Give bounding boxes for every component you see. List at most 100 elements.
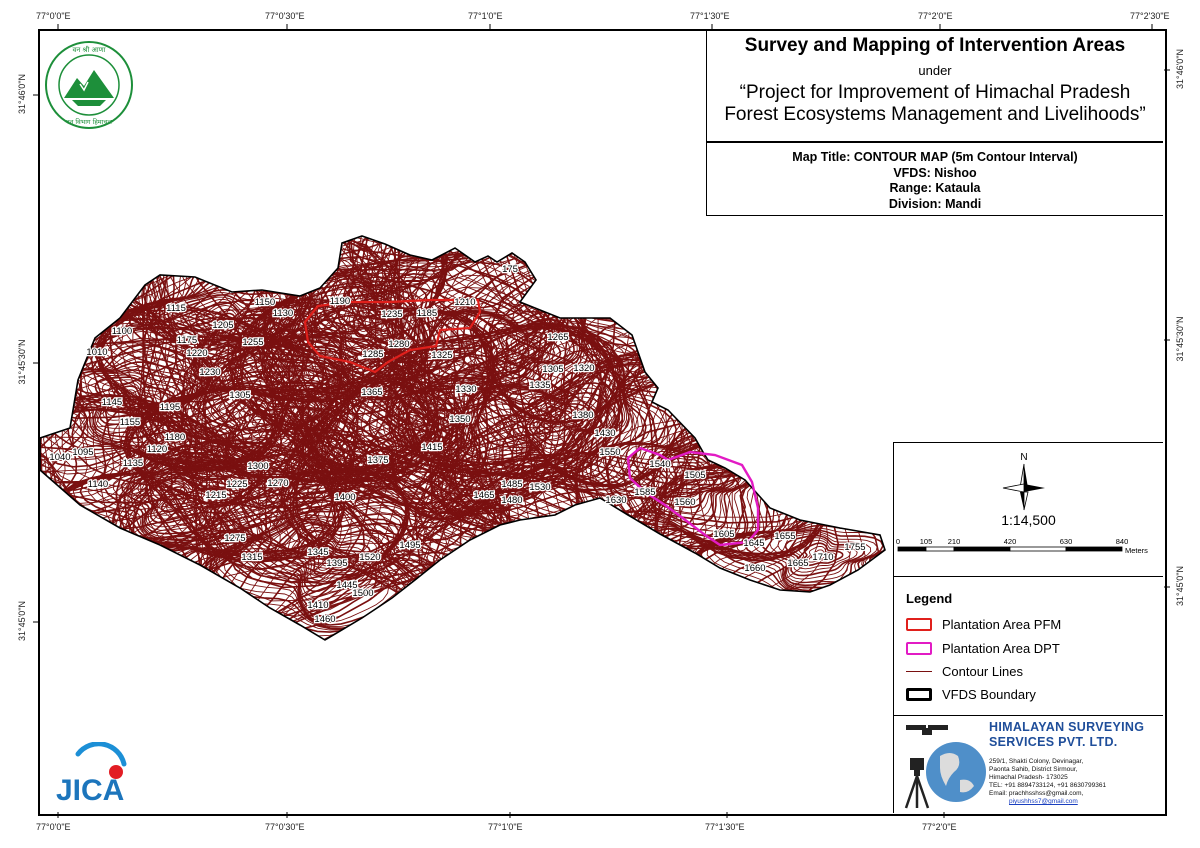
contour-line [662, 457, 729, 503]
contour-label: 1205 [212, 320, 233, 331]
contour-label: 1255 [242, 337, 263, 348]
contour-line [40, 395, 348, 625]
contour-label: 1210 [454, 297, 475, 308]
contour-label: 1465 [473, 490, 494, 501]
contour-label: 1100 [112, 326, 132, 337]
title-block: Survey and Mapping of Intervention Areas… [706, 31, 1163, 142]
contour-label: 1380 [572, 410, 593, 421]
contour-label: 1195 [160, 402, 180, 413]
contour-line [103, 465, 253, 542]
plantation-area-pfm [303, 298, 482, 374]
contour-label: 1235 [381, 309, 402, 320]
contour-label: 1630 [605, 495, 626, 506]
legend-item-boundary: VFDS Boundary [906, 687, 1036, 702]
contour-label: 1350 [449, 414, 470, 425]
contour-label: 175 [502, 264, 518, 275]
contour-label: 1530 [529, 482, 550, 493]
under-text: under [918, 63, 952, 78]
contour-label: 1275 [224, 533, 245, 544]
plantation-area-dpt [626, 446, 760, 547]
project-line-1: “Project for Improvement of Himachal Pra… [739, 82, 1131, 103]
scale-segment [1065, 546, 1123, 552]
graticule-label-top: 77°0'30"E [265, 11, 305, 21]
contour-line [171, 493, 190, 505]
contour-line [40, 236, 586, 603]
contour-line [40, 236, 425, 507]
contour-label: 1270 [267, 478, 288, 489]
legend-item-contour: Contour Lines [906, 664, 1023, 679]
company-name: HIMALAYAN SURVEYING SERVICES PVT. LTD. [989, 720, 1145, 749]
contour-line [156, 483, 211, 516]
contour-swatch [906, 671, 932, 672]
graticule-label-bottom: 77°0'30"E [265, 822, 305, 832]
contour-line [40, 236, 473, 495]
contour-line [40, 390, 359, 640]
boundary-swatch [906, 688, 932, 701]
contour-label: 1330 [455, 384, 476, 395]
contour-line [527, 395, 603, 447]
dpt-swatch [906, 642, 932, 655]
contour-label: 1320 [573, 363, 594, 374]
email-link[interactable]: piyushhss7@gmail.com [1009, 798, 1078, 805]
contour-label: 1215 [205, 490, 226, 501]
contour-label: 1520 [359, 552, 380, 563]
svg-text:JICA: JICA [56, 774, 124, 804]
scale-tick-label: 105 [920, 537, 933, 546]
contour-label: 1180 [165, 432, 185, 443]
contour-label: 1190 [330, 296, 350, 307]
contour-label: 1265 [547, 332, 568, 343]
contour-label: 1305 [229, 390, 250, 401]
contour-label: 1095 [72, 447, 93, 458]
contour-line [797, 539, 851, 570]
contour-line [40, 281, 284, 516]
legend-item-dpt: Plantation Area DPT [906, 641, 1060, 656]
map-frame [38, 29, 1167, 816]
svg-text:वन विभाग हिमाचल: वन विभाग हिमाचल [66, 118, 112, 126]
contour-line [496, 330, 550, 369]
contour-line [137, 236, 599, 500]
contour-line [40, 334, 462, 627]
legend-item-pfm: Plantation Area PFM [906, 617, 1061, 632]
contour-label: 1445 [336, 580, 357, 591]
contour-line [40, 338, 502, 640]
contour-label: 1480 [501, 495, 522, 506]
contour-line [88, 457, 259, 549]
contour-line [777, 533, 872, 580]
range-name: Range: Kataula [889, 181, 981, 195]
contour-line [137, 475, 232, 528]
contour-label: 1755 [844, 542, 865, 553]
contour-label: 1115 [166, 303, 186, 314]
contour-label: 1655 [774, 531, 795, 542]
contour-label: 1500 [352, 588, 373, 599]
contour-label: 1140 [88, 479, 108, 490]
contour-line [205, 236, 566, 474]
map-title: Map Title: CONTOUR MAP (5m Contour Inter… [792, 150, 1078, 164]
contour-label: 1460 [314, 614, 335, 625]
contour-label: 1150 [255, 297, 275, 308]
contour-line [40, 281, 298, 531]
contour-line [160, 486, 204, 513]
contour-label: 1335 [529, 380, 550, 391]
contour-label: 1710 [812, 552, 833, 563]
contour-label: 1185 [417, 308, 437, 319]
company-block: HIMALAYAN SURVEYING SERVICES PVT. LTD. 2… [893, 715, 1163, 813]
contour-label: 1010 [86, 347, 107, 358]
contour-line [784, 534, 866, 577]
project-line-2: Forest Ecosystems Management and Livelih… [724, 104, 1146, 125]
graticule-label-top: 77°0'0"E [36, 11, 71, 21]
contour-label: 1135 [123, 458, 143, 469]
contour-line [193, 236, 567, 482]
contour-label: 1605 [713, 529, 734, 540]
graticule-label-top: 77°2'30"E [1130, 11, 1170, 21]
contour-line [769, 531, 878, 583]
legend-title: Legend [906, 591, 953, 606]
contour-label: 1040 [49, 452, 70, 463]
contour-label: 1345 [307, 547, 328, 558]
contour-line [40, 398, 358, 639]
contour-line [505, 338, 537, 360]
contour-label: 1230 [199, 367, 220, 378]
